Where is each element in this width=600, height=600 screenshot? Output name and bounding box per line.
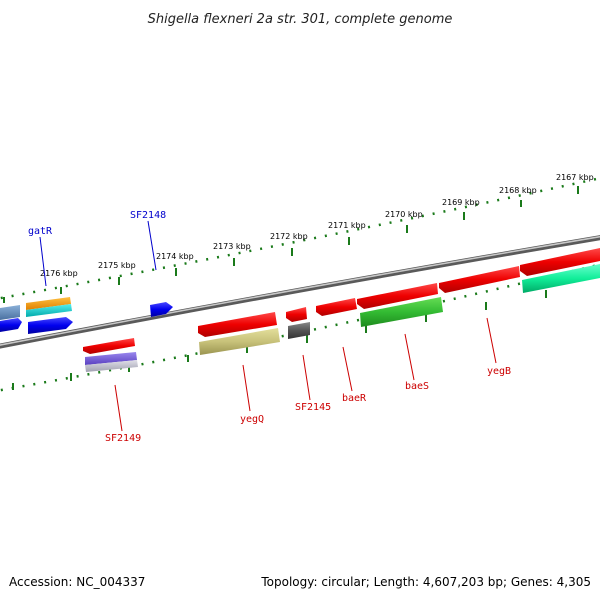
gene-feature-baeS[interactable] — [357, 283, 438, 309]
tick-label: 2172 kbp — [270, 232, 308, 241]
gene-feature[interactable] — [28, 317, 73, 334]
topology-text: Topology: circular; Length: 4,607,203 bp… — [260, 575, 591, 589]
accession-text: Accession: NC_004337 — [9, 575, 145, 589]
gene-feature[interactable] — [522, 264, 600, 293]
tick-label: 2167 kbp — [556, 173, 594, 182]
gene-feature[interactable] — [26, 304, 72, 317]
gene-labels: gatR SF2148 SF2149 yegQ SF2145 baeR baeS… — [28, 210, 511, 444]
tick-label: 2173 kbp — [213, 242, 251, 251]
forward-genes — [0, 248, 600, 337]
gene-feature-SF2149[interactable] — [83, 338, 135, 354]
gene-label-SF2145[interactable]: SF2145 — [295, 402, 331, 413]
gene-label-gatR[interactable]: gatR — [28, 226, 53, 237]
outer-tick-ring — [0, 176, 600, 300]
gene-feature[interactable] — [520, 248, 600, 276]
gene-feature-gatR[interactable] — [26, 297, 71, 310]
tick-label: 2170 kbp — [385, 210, 423, 219]
genome-backbone — [0, 235, 600, 349]
gene-feature[interactable] — [198, 312, 277, 337]
gene-feature-yegB[interactable] — [439, 266, 520, 293]
gene-label-yegQ[interactable]: yegQ — [240, 414, 264, 425]
inner-tick-ring — [0, 263, 600, 392]
gene-label-SF2148[interactable]: SF2148 — [130, 210, 166, 221]
tick-label: 2171 kbp — [328, 221, 366, 230]
gene-label-yegB[interactable]: yegB — [487, 366, 511, 377]
gene-feature[interactable] — [360, 297, 443, 327]
gene-label-SF2149[interactable]: SF2149 — [105, 433, 141, 444]
gene-feature[interactable] — [85, 360, 138, 372]
tick-label: 2168 kbp — [499, 186, 537, 195]
gene-feature-yegQ[interactable] — [199, 328, 280, 355]
tick-labels: 2167 kbp 2168 kbp 2169 kbp 2170 kbp 2171… — [40, 173, 594, 278]
tick-label: 2175 kbp — [98, 261, 136, 270]
gene-label-baeR[interactable]: baeR — [342, 393, 367, 404]
gene-feature[interactable] — [0, 305, 20, 320]
gene-feature[interactable] — [85, 352, 137, 365]
tick-label: 2169 kbp — [442, 198, 480, 207]
gene-feature-SF2145[interactable] — [288, 322, 310, 339]
gene-feature-baeR[interactable] — [316, 298, 357, 316]
gene-label-baeS[interactable]: baeS — [405, 381, 429, 392]
tick-label: 2174 kbp — [156, 252, 194, 261]
gene-feature[interactable] — [0, 318, 22, 332]
gene-feature-SF2148[interactable] — [150, 302, 173, 317]
leader-lines — [39, 220, 497, 432]
tick-label: 2176 kbp — [40, 269, 78, 278]
gene-feature[interactable] — [286, 307, 307, 322]
major-ticks-outer — [3, 186, 579, 303]
map-title: Shigella flexneri 2a str. 301, complete … — [148, 12, 453, 27]
reverse-genes — [83, 264, 600, 372]
major-ticks-inner — [12, 290, 547, 390]
